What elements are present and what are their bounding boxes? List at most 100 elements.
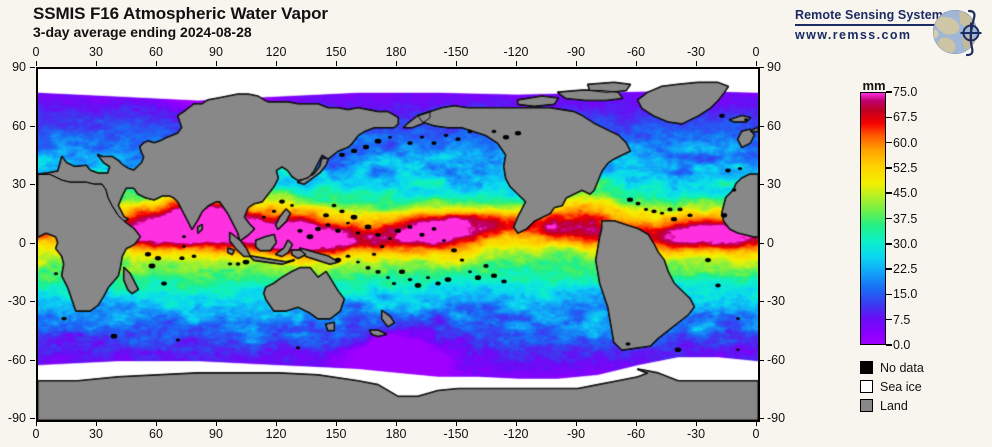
legend-label-0: No data <box>880 360 924 375</box>
x-tick-top-8 <box>516 61 517 66</box>
x-tick-top-3 <box>216 61 217 66</box>
logo-divider <box>795 24 941 26</box>
legend-item-land: Land <box>860 396 924 415</box>
y-axis-label-left-5: -60 <box>7 352 26 367</box>
legend-swatch-0 <box>860 361 873 374</box>
y-tick-right-5 <box>759 359 764 361</box>
y-axis-label-right-3: 0 <box>767 235 774 250</box>
x-tick-top-0 <box>36 61 37 66</box>
colorbar-tick-label-1: 67.5 <box>893 110 918 125</box>
y-axis-label-left-2: 30 <box>12 177 26 191</box>
y-axis-label-right-4: -30 <box>767 294 786 308</box>
colorbar[interactable] <box>860 92 886 345</box>
x-axis-label-bottom-1: 30 <box>89 427 103 441</box>
x-axis-label-bottom-6: 180 <box>385 427 407 441</box>
colorbar-tick-label-5: 37.5 <box>893 211 918 226</box>
x-axis-label-top-5: 150 <box>325 45 347 59</box>
legend-swatch-2 <box>860 399 873 412</box>
colorbar-tick-6 <box>886 243 892 245</box>
x-axis-label-top-10: -60 <box>626 45 646 59</box>
x-axis-label-top-8: -120 <box>503 45 529 59</box>
x-tick-bottom-10 <box>636 421 637 426</box>
colorbar-tick-label-4: 45.0 <box>893 186 918 201</box>
water-vapor-heatmap[interactable] <box>38 69 758 420</box>
x-tick-bottom-3 <box>216 421 217 426</box>
colorbar-tick-4 <box>886 192 892 194</box>
colorbar-tick-9 <box>886 318 892 321</box>
y-tick-right-1 <box>759 125 764 127</box>
colorbar-tick-label-7: 22.5 <box>893 262 918 277</box>
y-axis-label-left-3: 0 <box>19 235 26 250</box>
y-axis-label-left-1: 60 <box>12 118 26 133</box>
logo-company-name: Remote Sensing Systems <box>795 8 951 22</box>
x-tick-bottom-9 <box>576 421 577 426</box>
colorbar-unit-label: mm <box>862 78 886 93</box>
remss-logo[interactable]: Remote Sensing Systems www.remss.com <box>795 8 985 57</box>
y-axis-label-left-4: -30 <box>7 294 26 308</box>
page-title: SSMIS F16 Atmospheric Water Vapor <box>33 4 328 23</box>
y-axis-label-left-6: -90 <box>7 411 26 425</box>
logo-website-url: www.remss.com <box>795 28 912 42</box>
colorbar-tick-5 <box>886 217 892 220</box>
x-axis-label-top-3: 90 <box>209 45 223 59</box>
x-tick-bottom-11 <box>696 421 697 426</box>
y-tick-left-3 <box>30 242 35 244</box>
x-axis-label-top-1: 30 <box>89 45 103 59</box>
legend-label-2: Land <box>880 398 908 413</box>
legend-item-sea-ice: Sea ice <box>860 377 924 396</box>
colorbar-gradient <box>861 93 885 344</box>
y-tick-left-4 <box>30 301 35 302</box>
x-tick-top-12 <box>756 61 757 66</box>
x-tick-top-4 <box>276 61 277 66</box>
y-tick-right-6 <box>759 418 764 419</box>
y-tick-right-3 <box>759 242 764 244</box>
legend-swatch-1 <box>860 380 873 393</box>
x-axis-label-top-12: 0 <box>752 45 760 59</box>
legend-item-no-data: No data <box>860 358 924 377</box>
x-axis-label-top-2: 60 <box>149 45 163 59</box>
page-subtitle: 3-day average ending 2024-08-28 <box>33 24 252 40</box>
y-tick-left-5 <box>30 359 35 361</box>
x-tick-top-10 <box>636 61 637 66</box>
x-tick-bottom-2 <box>156 421 157 426</box>
x-tick-bottom-8 <box>516 421 517 426</box>
colorbar-tick-2 <box>886 141 892 144</box>
x-axis-label-top-9: -90 <box>566 45 586 59</box>
x-axis-label-bottom-3: 90 <box>209 427 223 441</box>
colorbar-tick-8 <box>886 293 892 296</box>
x-axis-label-top-4: 120 <box>265 45 287 59</box>
x-axis-label-bottom-9: -90 <box>566 427 586 441</box>
x-tick-bottom-1 <box>96 421 97 426</box>
x-tick-bottom-6 <box>396 421 397 426</box>
map-plot-area[interactable] <box>36 67 760 422</box>
y-axis-label-right-0: 90 <box>767 60 781 74</box>
x-axis-label-top-0: 0 <box>32 45 40 59</box>
x-axis-label-bottom-12: 0 <box>752 427 760 441</box>
x-tick-top-6 <box>396 61 397 66</box>
y-tick-left-2 <box>30 184 35 185</box>
x-axis-label-bottom-7: -150 <box>443 427 469 441</box>
colorbar-tick-label-10: 0.0 <box>893 338 911 352</box>
x-tick-top-5 <box>336 61 337 66</box>
colorbar-tick-label-2: 60.0 <box>893 135 918 150</box>
y-tick-left-1 <box>30 125 35 127</box>
colorbar-tick-label-9: 7.5 <box>893 312 911 327</box>
x-axis-label-top-6: 180 <box>385 45 407 59</box>
y-tick-right-4 <box>759 301 764 302</box>
legend-label-1: Sea ice <box>880 379 922 394</box>
y-axis-label-right-1: 60 <box>767 118 781 133</box>
colorbar-tick-label-3: 52.5 <box>893 160 918 175</box>
colorbar-tick-3 <box>886 167 892 169</box>
colorbar-tick-label-8: 15.0 <box>893 287 918 302</box>
colorbar-tick-10 <box>886 344 892 346</box>
x-axis-label-bottom-2: 60 <box>149 427 163 441</box>
y-axis-label-right-6: -90 <box>767 411 786 425</box>
x-axis-label-bottom-8: -120 <box>503 427 529 441</box>
y-tick-right-2 <box>759 184 764 185</box>
y-axis-label-right-2: 30 <box>767 177 781 191</box>
x-axis-label-bottom-0: 0 <box>32 427 40 441</box>
colorbar-tick-7 <box>886 268 892 270</box>
x-tick-top-9 <box>576 61 577 66</box>
x-tick-bottom-0 <box>36 421 37 426</box>
colorbar-tick-1 <box>886 116 892 119</box>
